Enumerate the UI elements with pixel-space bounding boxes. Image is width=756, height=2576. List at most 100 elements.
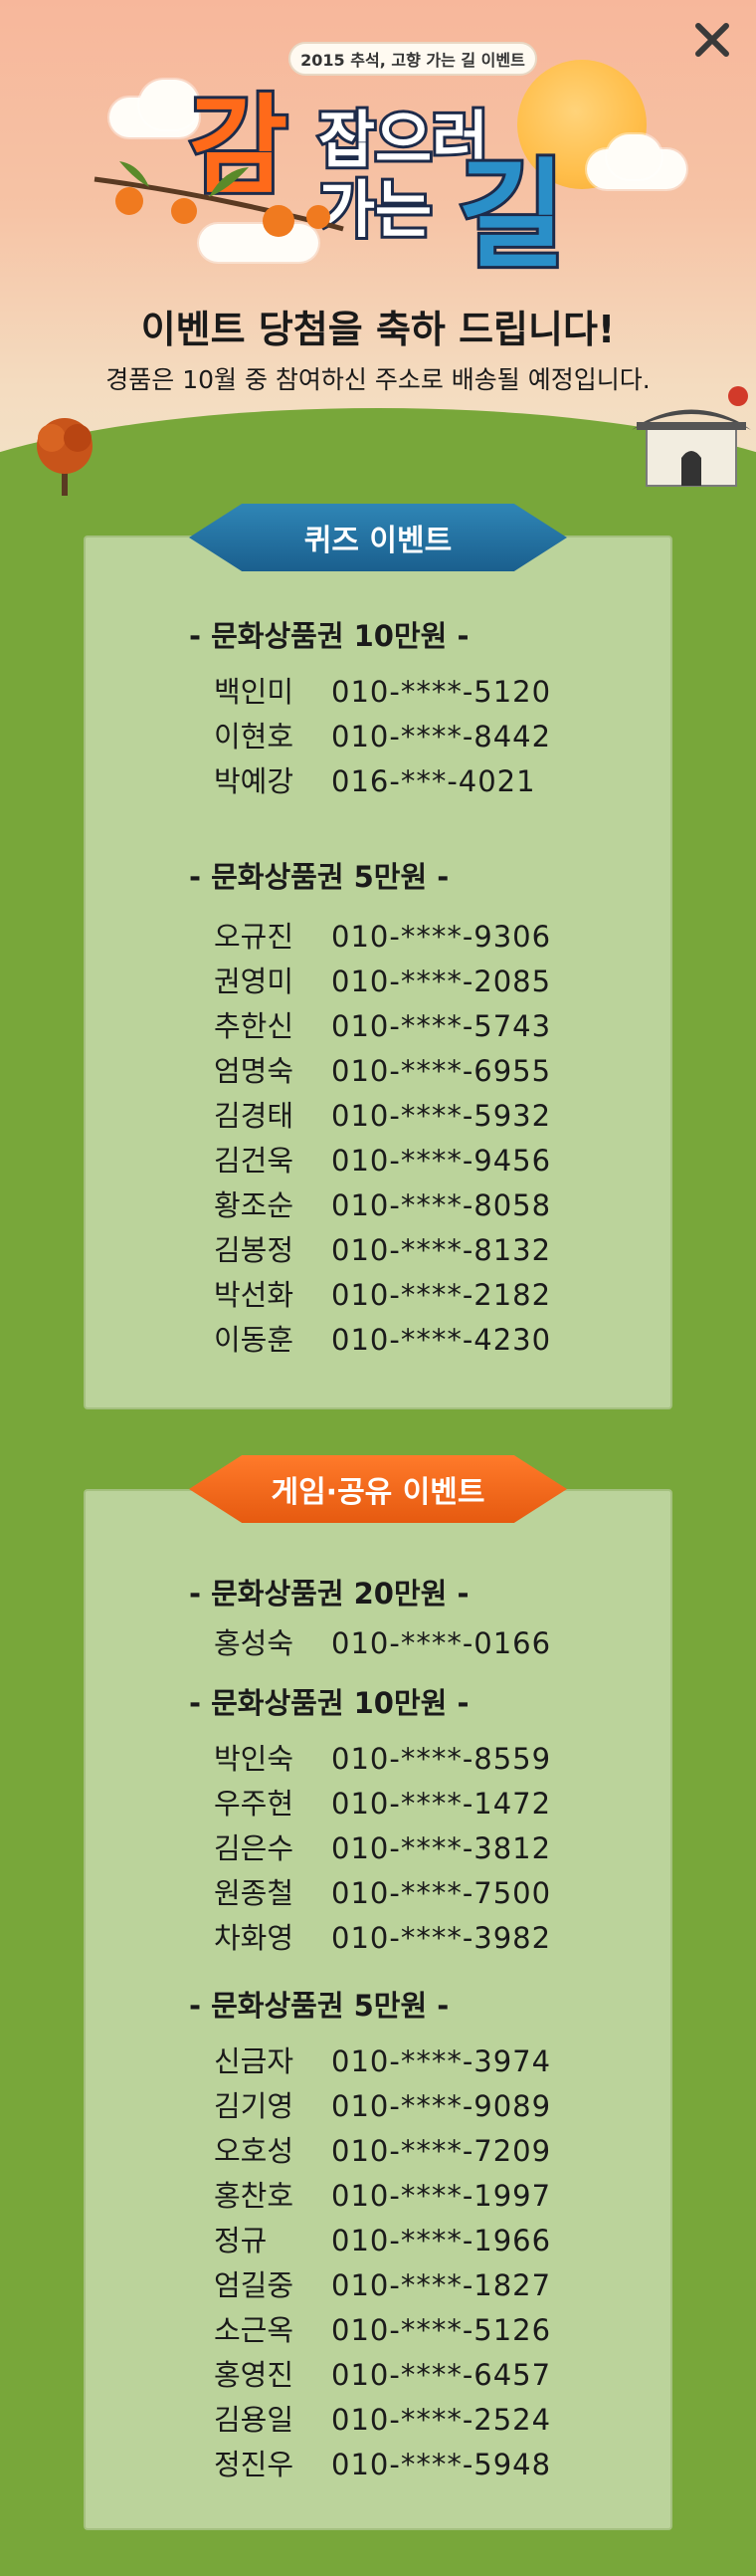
winner-phone: 010-****-5948 bbox=[331, 2448, 552, 2481]
cloud-icon bbox=[139, 80, 199, 129]
winner-phone: 010-****-5743 bbox=[331, 1009, 552, 1043]
winner-name: 엄명숙 bbox=[214, 1054, 294, 1088]
winner-row: 홍성숙 010-****-0166 bbox=[214, 1620, 551, 1660]
winner-name: 김봉정 bbox=[214, 1233, 294, 1267]
winner-row: 오규진 010-****-9306 bbox=[214, 914, 551, 954]
winner-phone: 010-****-2085 bbox=[331, 965, 552, 998]
winner-row: 정진우 010-****-5948 bbox=[214, 2442, 551, 2481]
winner-phone: 010-****-8442 bbox=[331, 720, 552, 753]
winner-phone: 010-****-8559 bbox=[331, 1742, 552, 1776]
title-char-last: 길 bbox=[455, 143, 569, 287]
maple-leaf-icon bbox=[728, 386, 748, 406]
winner-row: 원종철 010-****-7500 bbox=[214, 1870, 551, 1910]
prize-group-title: - 문화상품권 10만원 - bbox=[189, 619, 470, 653]
winner-name: 김기영 bbox=[214, 2089, 294, 2123]
winner-name: 차화영 bbox=[214, 1921, 294, 1955]
winner-row: 엄명숙 010-****-6955 bbox=[214, 1048, 551, 1088]
winner-phone: 010-****-8058 bbox=[331, 1188, 552, 1222]
winner-name: 이동훈 bbox=[214, 1323, 294, 1357]
winner-row: 차화영 010-****-3982 bbox=[214, 1915, 551, 1955]
winner-row: 김경태 010-****-5932 bbox=[214, 1093, 551, 1133]
winner-name: 백인미 bbox=[214, 675, 294, 709]
winner-row: 권영미 010-****-2085 bbox=[214, 959, 551, 998]
winner-row: 우주현 010-****-1472 bbox=[214, 1781, 551, 1821]
game-winners-panel bbox=[84, 1489, 672, 2530]
page-headline: 이벤트 당첨을 축하 드립니다! bbox=[140, 308, 616, 351]
winner-name: 추한신 bbox=[214, 1009, 294, 1043]
winner-row: 김은수 010-****-3812 bbox=[214, 1825, 551, 1865]
persimmon-icon bbox=[171, 198, 197, 224]
prize-group-title: - 문화상품권 5만원 - bbox=[189, 860, 450, 894]
winner-phone: 010-****-7209 bbox=[331, 2134, 552, 2168]
winner-phone: 010-****-5120 bbox=[331, 675, 552, 709]
winner-row: 홍영진 010-****-6457 bbox=[214, 2352, 551, 2392]
cloud-icon bbox=[607, 134, 662, 179]
prize-group-title: - 문화상품권 20만원 - bbox=[189, 1577, 470, 1610]
title-top-line: 잡으러 bbox=[315, 101, 491, 179]
winner-row: 정규 010-****-1966 bbox=[214, 2218, 551, 2257]
winner-row: 추한신 010-****-5743 bbox=[214, 1003, 551, 1043]
winner-phone: 010-****-6457 bbox=[331, 2358, 552, 2392]
title-logo: 감 잡으러 가는 길 bbox=[169, 60, 587, 287]
winner-phone: 010-****-1966 bbox=[331, 2224, 552, 2257]
winner-name: 신금자 bbox=[214, 2044, 294, 2078]
winner-row: 백인미 010-****-5120 bbox=[214, 669, 551, 709]
persimmon-icon bbox=[115, 187, 143, 215]
prize-group-title: - 문화상품권 5만원 - bbox=[189, 1989, 450, 2023]
winner-phone: 010-****-7500 bbox=[331, 1876, 552, 1910]
title-bottom-line: 가는 bbox=[315, 170, 435, 249]
winner-phone: 010-****-0166 bbox=[331, 1626, 552, 1660]
winner-row: 홍찬호 010-****-1997 bbox=[214, 2173, 551, 2213]
winner-phone: 010-****-9089 bbox=[331, 2089, 552, 2123]
winner-name: 오규진 bbox=[214, 920, 294, 954]
quiz-winners-panel bbox=[84, 536, 672, 1409]
winner-row: 소근옥 010-****-5126 bbox=[214, 2307, 551, 2347]
winner-row: 황조순 010-****-8058 bbox=[214, 1182, 551, 1222]
winner-phone: 010-****-1472 bbox=[331, 1787, 552, 1821]
title-char-first: 감 bbox=[186, 82, 290, 212]
winner-name: 엄길중 bbox=[214, 2268, 294, 2302]
winner-phone: 010-****-9306 bbox=[331, 920, 552, 954]
winner-phone: 010-****-8132 bbox=[331, 1233, 552, 1267]
winner-phone: 010-****-6955 bbox=[331, 1054, 552, 1088]
winner-name: 권영미 bbox=[214, 965, 294, 998]
winner-row: 박선화 010-****-2182 bbox=[214, 1272, 551, 1312]
close-button[interactable] bbox=[690, 18, 734, 62]
winner-row: 김용일 010-****-2524 bbox=[214, 2397, 551, 2437]
winner-row: 김건욱 010-****-9456 bbox=[214, 1138, 551, 1178]
winner-phone: 010-****-3982 bbox=[331, 1921, 552, 1955]
winner-name: 소근옥 bbox=[214, 2313, 294, 2347]
winner-name: 이현호 bbox=[214, 720, 294, 753]
prize-group-title: - 문화상품권 10만원 - bbox=[189, 1686, 470, 1720]
winner-phone: 010-****-3974 bbox=[331, 2044, 552, 2078]
winner-row: 오호성 010-****-7209 bbox=[214, 2128, 551, 2168]
winner-name: 우주현 bbox=[214, 1787, 294, 1821]
winner-name: 홍성숙 bbox=[214, 1626, 294, 1660]
ribbon-text: 2015 추석, 고향 가는 길 이벤트 bbox=[300, 51, 525, 70]
winner-phone: 010-****-1997 bbox=[331, 2179, 552, 2213]
winner-row: 박인숙 010-****-8559 bbox=[214, 1736, 551, 1776]
winner-name: 정규 bbox=[214, 2224, 268, 2257]
cloud-icon bbox=[199, 224, 318, 262]
winner-phone: 010-****-5932 bbox=[331, 1099, 552, 1133]
winner-name: 박인숙 bbox=[214, 1742, 294, 1776]
winner-row: 이현호 010-****-8442 bbox=[214, 714, 551, 753]
winner-name: 김건욱 bbox=[214, 1144, 294, 1178]
winner-phone: 016-***-4021 bbox=[331, 764, 536, 798]
winner-phone: 010-****-1827 bbox=[331, 2268, 552, 2302]
winner-phone: 010-****-2524 bbox=[331, 2403, 552, 2437]
winner-row: 김기영 010-****-9089 bbox=[214, 2083, 551, 2123]
winner-name: 김은수 bbox=[214, 1831, 294, 1865]
winner-name: 정진우 bbox=[214, 2448, 294, 2481]
winner-name: 박예강 bbox=[214, 764, 294, 798]
traditional-gate-icon bbox=[632, 386, 751, 487]
winner-phone: 010-****-3812 bbox=[331, 1831, 552, 1865]
persimmon-branch bbox=[94, 161, 344, 237]
winner-name: 홍영진 bbox=[214, 2358, 294, 2392]
winner-name: 원종철 bbox=[214, 1876, 294, 1910]
page-subline: 경품은 10월 중 참여하신 주소로 배송될 예정입니다. bbox=[105, 365, 651, 394]
winner-name: 황조순 bbox=[214, 1188, 294, 1222]
game-share-event-banner: 게임·공유 이벤트 bbox=[189, 1455, 567, 1523]
event-ribbon: 2015 추석, 고향 가는 길 이벤트 bbox=[288, 42, 537, 76]
